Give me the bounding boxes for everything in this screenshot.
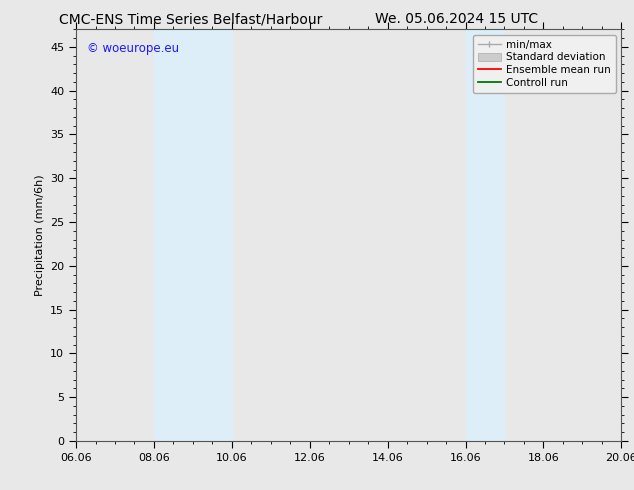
Text: © woeurope.eu: © woeurope.eu (87, 42, 179, 55)
Legend: min/max, Standard deviation, Ensemble mean run, Controll run: min/max, Standard deviation, Ensemble me… (473, 35, 616, 93)
Y-axis label: Precipitation (mm/6h): Precipitation (mm/6h) (35, 174, 44, 296)
Bar (465, 29, 505, 441)
Text: CMC-ENS Time Series Belfast/Harbour: CMC-ENS Time Series Belfast/Harbour (58, 12, 322, 26)
Bar (154, 29, 232, 441)
Text: We. 05.06.2024 15 UTC: We. 05.06.2024 15 UTC (375, 12, 538, 26)
